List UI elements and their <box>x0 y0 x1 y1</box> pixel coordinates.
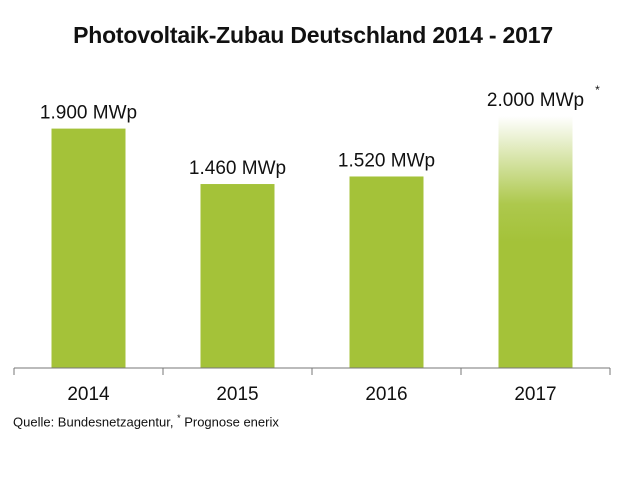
value-label-2014: 1.900 MWp <box>40 103 137 124</box>
x-tick-label-2016: 2016 <box>365 384 407 405</box>
source-prefix: Quelle: Bundesnetzagentur, <box>13 414 178 430</box>
source-note: Quelle: Bundesnetzagentur, * Prognose en… <box>13 413 279 429</box>
value-label-2017: 2.000 MWp <box>487 90 584 111</box>
bar-2015 <box>200 184 275 368</box>
chart-title: Photovoltaik-Zubau Deutschland 2014 - 20… <box>73 22 553 48</box>
x-tick-label-2017: 2017 <box>514 384 556 405</box>
bar-2017 <box>498 116 573 368</box>
bar-2014 <box>51 128 126 368</box>
x-tick-label-2015: 2015 <box>216 384 258 405</box>
source-suffix: Prognose enerix <box>180 414 279 430</box>
value-label-2016: 1.520 MWp <box>338 150 435 171</box>
forecast-asterisk: * <box>595 83 600 97</box>
x-tick-label-2014: 2014 <box>67 384 110 405</box>
bar-2016 <box>349 176 424 368</box>
value-label-2015: 1.460 MWp <box>189 158 286 179</box>
source-asterisk: * <box>177 413 181 423</box>
